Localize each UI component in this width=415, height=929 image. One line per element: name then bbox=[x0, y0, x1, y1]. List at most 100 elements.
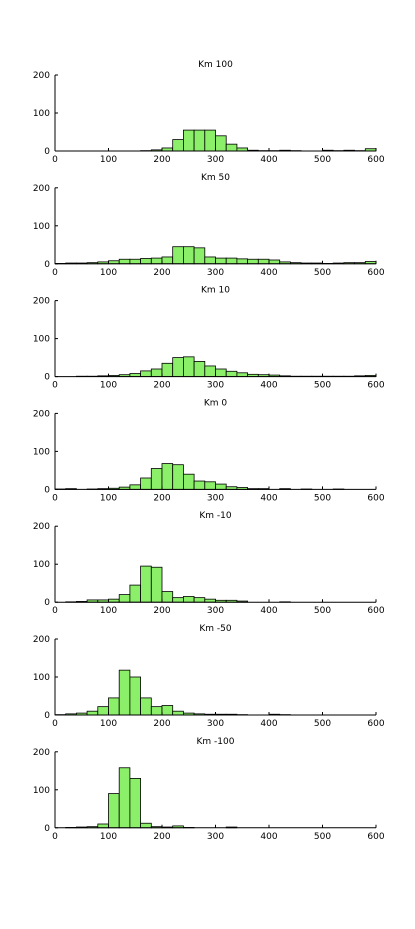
y-tick-label: 0 bbox=[44, 598, 50, 608]
panel-title: Km -50 bbox=[199, 624, 232, 634]
histogram-bar bbox=[172, 246, 184, 265]
x-tick-label: 500 bbox=[314, 832, 331, 842]
x-tick-label: 600 bbox=[367, 381, 384, 391]
x-tick-label: 100 bbox=[100, 719, 117, 729]
histogram-bar bbox=[140, 370, 152, 377]
histogram-panel: Km -10 0 100 200 300 400 500 600 0 100 200 bbox=[33, 511, 385, 616]
histogram-bar bbox=[193, 480, 206, 490]
x-tick-label: 600 bbox=[367, 155, 384, 165]
x-tick-label: 300 bbox=[207, 268, 224, 278]
x-tick-label: 600 bbox=[367, 832, 384, 842]
x-tick-label: 400 bbox=[260, 155, 277, 165]
x-tick-label: 300 bbox=[207, 493, 224, 503]
panel-title: Km -100 bbox=[197, 737, 235, 747]
x-tick-label: 200 bbox=[153, 493, 170, 503]
y-tick-label: 200 bbox=[33, 748, 50, 758]
x-tick-label: 200 bbox=[153, 381, 170, 391]
x-tick-label: 100 bbox=[100, 155, 117, 165]
histogram-bar bbox=[236, 258, 248, 265]
y-tick-label: 100 bbox=[33, 673, 50, 683]
panel-title: Km -10 bbox=[199, 511, 232, 521]
y-tick-label: 100 bbox=[33, 560, 50, 570]
x-tick-label: 100 bbox=[100, 268, 117, 278]
histogram-bar bbox=[193, 597, 206, 603]
x-tick-label: 100 bbox=[100, 832, 117, 842]
y-tick-label: 200 bbox=[33, 297, 50, 307]
x-tick-label: 100 bbox=[100, 381, 117, 391]
histogram-panel: Km 0 0 100 200 300 400 500 600 0 100 200 bbox=[33, 398, 385, 503]
x-tick-label: 400 bbox=[260, 832, 277, 842]
x-tick-label: 0 bbox=[52, 493, 58, 503]
x-tick-label: 500 bbox=[314, 719, 331, 729]
histogram-bar bbox=[236, 372, 248, 377]
histogram-bar bbox=[161, 463, 174, 490]
histogram-bar bbox=[129, 584, 141, 603]
x-tick-label: 300 bbox=[207, 381, 224, 391]
histogram-bar bbox=[97, 823, 109, 829]
histogram-bar bbox=[108, 697, 120, 716]
y-tick-label: 200 bbox=[33, 522, 50, 532]
panel-title: Km 0 bbox=[204, 398, 228, 408]
histogram-bar bbox=[215, 257, 227, 265]
histogram-bar bbox=[204, 481, 216, 490]
x-tick-label: 200 bbox=[153, 832, 170, 842]
histogram-bar bbox=[215, 483, 227, 490]
histogram-bar bbox=[215, 368, 227, 377]
histogram-panel: Km -100 0 100 200 300 400 500 600 0 100 200 bbox=[33, 737, 385, 842]
x-tick-label: 0 bbox=[52, 155, 58, 165]
x-tick-label: 200 bbox=[153, 719, 170, 729]
histogram-bar bbox=[225, 370, 238, 377]
histogram-bar bbox=[268, 259, 281, 265]
histogram-bar bbox=[161, 705, 174, 716]
x-tick-label: 400 bbox=[260, 719, 277, 729]
histogram-bar bbox=[182, 596, 195, 603]
histogram-bar bbox=[86, 710, 99, 716]
histogram-bar bbox=[129, 484, 141, 490]
histogram-panel: Km -50 0 100 200 300 400 500 600 0 100 200 bbox=[33, 624, 385, 729]
x-tick-label: 500 bbox=[314, 268, 331, 278]
y-tick-label: 100 bbox=[33, 786, 50, 796]
histogram-panel: Km 50 0 100 200 300 400 500 600 0 100 200 bbox=[33, 173, 385, 278]
x-tick-label: 400 bbox=[260, 381, 277, 391]
histogram-bar bbox=[247, 258, 259, 265]
histogram-bar bbox=[182, 246, 195, 265]
histogram-bar bbox=[140, 697, 152, 716]
histogram-bar bbox=[140, 565, 152, 603]
y-tick-label: 200 bbox=[33, 635, 50, 645]
histogram-bar bbox=[150, 566, 163, 603]
histogram-bar bbox=[215, 135, 227, 152]
x-tick-label: 0 bbox=[52, 268, 58, 278]
histogram-bar bbox=[97, 706, 109, 716]
histogram-bar bbox=[129, 258, 141, 265]
histogram-bar bbox=[225, 143, 238, 152]
y-tick-label: 0 bbox=[44, 373, 50, 383]
x-tick-label: 600 bbox=[367, 719, 384, 729]
x-tick-label: 200 bbox=[153, 155, 170, 165]
x-tick-label: 600 bbox=[367, 493, 384, 503]
histogram-bar bbox=[150, 368, 163, 377]
histogram-bar bbox=[182, 356, 195, 377]
x-tick-label: 200 bbox=[153, 606, 170, 616]
histogram-bar bbox=[161, 362, 174, 377]
x-tick-label: 400 bbox=[260, 268, 277, 278]
histogram-bar bbox=[150, 468, 163, 490]
histogram-bar bbox=[204, 365, 216, 377]
histogram-bar bbox=[150, 706, 163, 716]
x-tick-label: 100 bbox=[100, 606, 117, 616]
histogram-bar bbox=[161, 591, 174, 603]
y-tick-label: 100 bbox=[33, 222, 50, 232]
y-tick-label: 100 bbox=[33, 109, 50, 119]
histogram-panel: Km 100 0 100 200 300 400 500 600 0 100 200 bbox=[33, 60, 385, 165]
x-tick-label: 600 bbox=[367, 268, 384, 278]
histogram-bar bbox=[129, 676, 141, 716]
x-tick-label: 300 bbox=[207, 719, 224, 729]
panel-title: Km 50 bbox=[201, 173, 230, 183]
y-tick-label: 100 bbox=[33, 447, 50, 457]
histogram-bar bbox=[182, 473, 195, 490]
y-tick-label: 0 bbox=[44, 824, 50, 834]
histogram-bar bbox=[118, 767, 131, 829]
x-tick-label: 500 bbox=[314, 606, 331, 616]
histogram-bar bbox=[257, 258, 270, 265]
x-tick-label: 0 bbox=[52, 381, 58, 391]
